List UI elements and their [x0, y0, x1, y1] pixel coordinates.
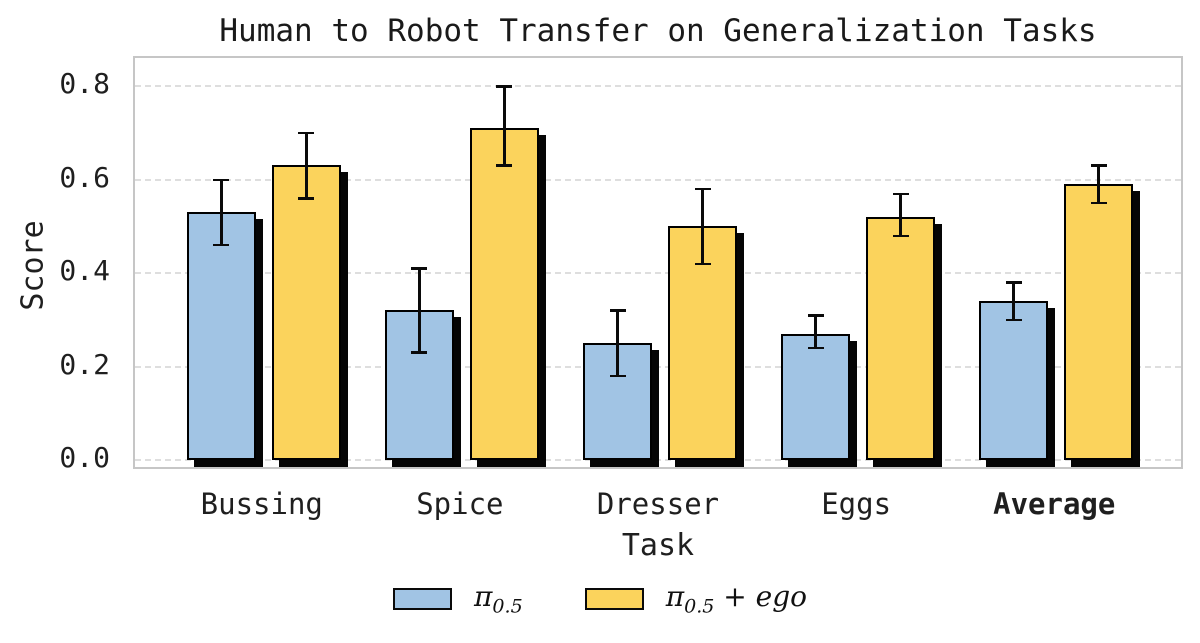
y-tick-label: 0.4	[59, 254, 110, 287]
x-tick-dresser: Dresser	[596, 487, 720, 521]
error-bar	[814, 315, 817, 348]
legend-item-pi05-ego: π0.5 + ego	[584, 580, 807, 618]
error-cap-bottom	[609, 374, 626, 378]
error-cap-bottom	[807, 346, 824, 350]
error-bar	[305, 132, 308, 199]
bar-average-pi05	[979, 301, 1049, 460]
error-cap-bottom	[892, 234, 909, 238]
legend-swatch-pi05	[393, 587, 452, 610]
bar-eggs-pi05-ego	[866, 216, 936, 460]
x-axis-label: Task	[621, 528, 695, 563]
error-cap-bottom	[694, 262, 711, 266]
error-cap-top	[807, 314, 824, 317]
error-bar	[701, 188, 704, 264]
gridline-y-0.4	[135, 272, 1181, 274]
bar-spice-pi05-ego	[469, 128, 539, 460]
x-tick-average: Average	[993, 487, 1116, 521]
error-cap-top	[213, 178, 230, 181]
gridline-y-0.8	[135, 85, 1181, 87]
x-tick-spice: Spice	[416, 487, 504, 521]
error-bar	[503, 86, 506, 166]
error-cap-top	[694, 187, 711, 191]
error-cap-bottom	[213, 243, 230, 247]
error-cap-bottom	[496, 164, 513, 167]
bar-eggs-pi05	[781, 333, 851, 460]
error-bar	[899, 193, 902, 236]
chart-title: Human to Robot Transfer on Generalizatio…	[219, 13, 1097, 49]
plot-area	[133, 56, 1183, 469]
error-cap-top	[892, 192, 909, 196]
gridline-y-0.6	[135, 178, 1181, 181]
error-cap-top	[609, 309, 626, 312]
error-cap-bottom	[1005, 318, 1022, 322]
error-cap-top	[496, 85, 513, 88]
error-bar	[220, 179, 223, 245]
error-cap-bottom	[1090, 201, 1107, 205]
bar-dresser-pi05-ego	[668, 226, 737, 460]
y-tick-label: 0.0	[59, 441, 110, 474]
x-tick-eggs: Eggs	[821, 487, 892, 521]
error-bar	[1097, 165, 1100, 203]
y-tick-label: 0.2	[59, 347, 110, 381]
y-tick-label: 0.8	[59, 67, 110, 100]
error-bar	[418, 268, 421, 353]
legend: π0.5 π0.5 + ego	[0, 580, 1200, 618]
error-cap-bottom	[298, 197, 315, 200]
error-cap-top	[298, 131, 315, 135]
error-cap-top	[1090, 164, 1107, 167]
legend-swatch-pi05-ego	[584, 587, 644, 610]
error-cap-top	[411, 267, 428, 270]
error-cap-bottom	[411, 351, 428, 354]
error-cap-top	[1005, 281, 1022, 284]
legend-item-pi05: π0.5	[393, 580, 523, 618]
error-bar	[616, 310, 619, 376]
legend-label-pi05: π0.5	[474, 580, 523, 618]
y-tick-label: 0.6	[59, 160, 110, 194]
x-tick-bussing: Bussing	[200, 487, 323, 521]
error-bar	[1012, 282, 1015, 320]
bar-average-pi05-ego	[1064, 184, 1134, 460]
legend-label-pi05-ego: π0.5 + ego	[665, 580, 807, 618]
bar-bussing-pi05-ego	[271, 165, 341, 460]
bar-bussing-pi05	[186, 212, 256, 460]
